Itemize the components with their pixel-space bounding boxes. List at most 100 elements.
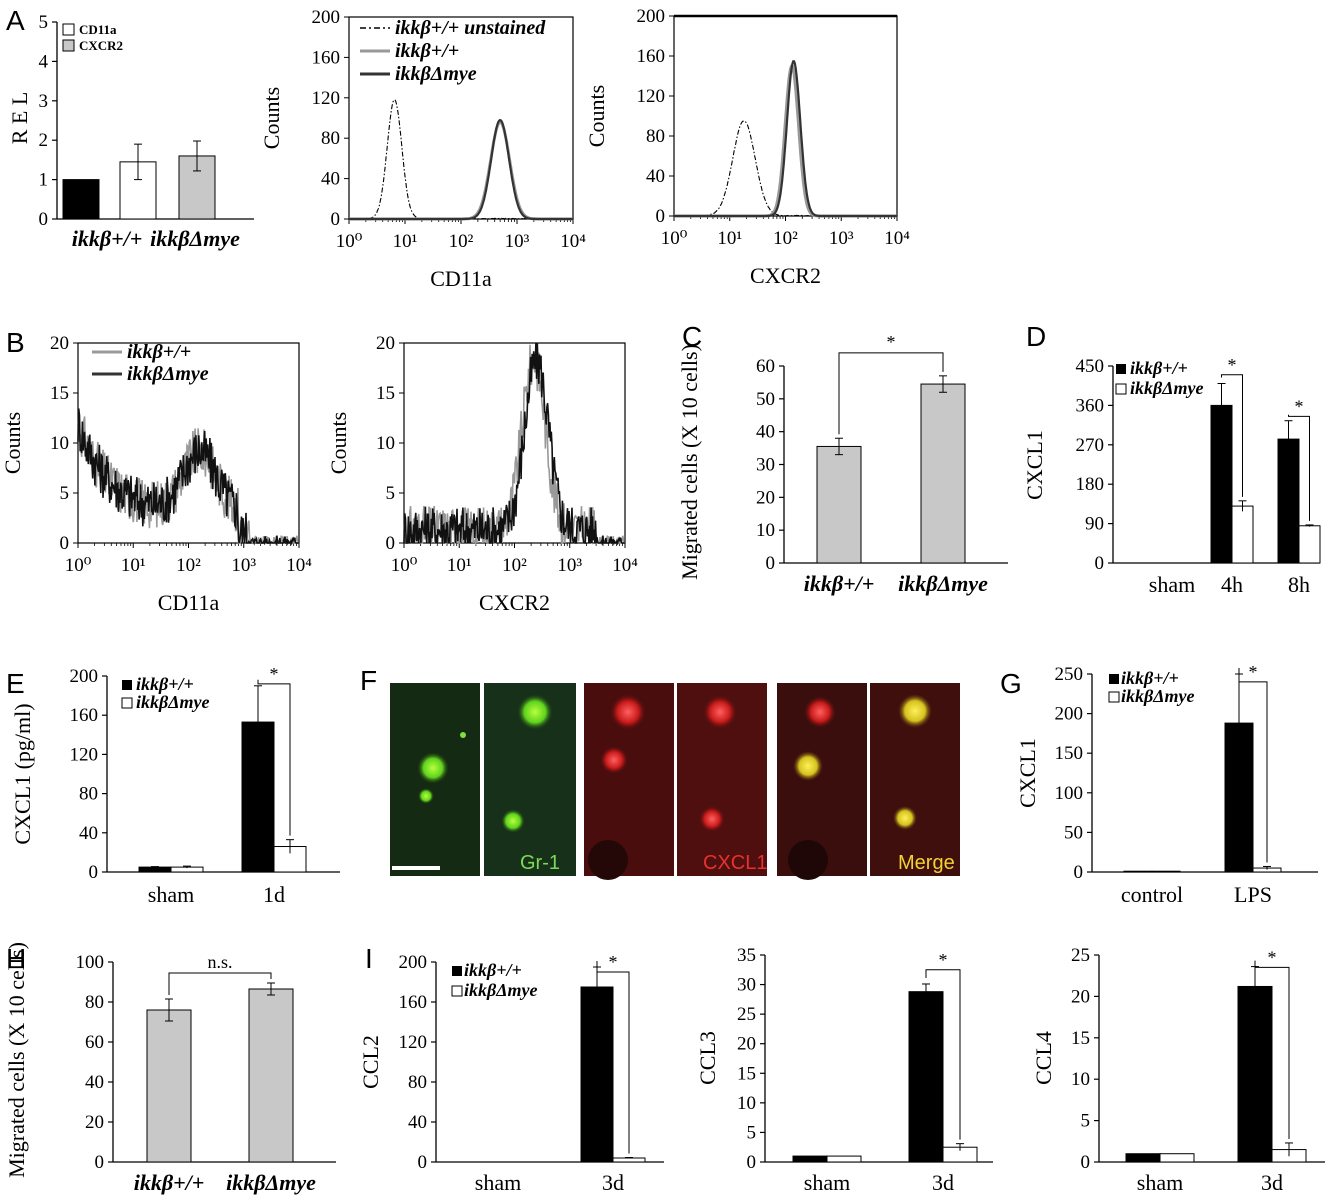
C-bar bbox=[816, 445, 862, 564]
D-bar bbox=[1231, 505, 1254, 564]
A_hist_cd11a-y-tick-label: 0 bbox=[331, 209, 341, 230]
A_hist_cxcr2-y-tick-label: 200 bbox=[637, 6, 666, 27]
I_ccl3-y-tick-label: 35 bbox=[737, 945, 756, 966]
I_ccl2-bar bbox=[612, 1157, 646, 1163]
legend-cd11a: CD11a bbox=[79, 22, 117, 37]
I_ccl2-y-tick-label: 160 bbox=[399, 992, 428, 1013]
D-significance-bracket bbox=[1288, 414, 1310, 521]
D-y-tick-label: 180 bbox=[1076, 474, 1105, 495]
A_hist_cxcr2-x-tick-label: 10⁰ bbox=[661, 228, 688, 249]
B_hist_cxcr2-series-ko bbox=[403, 342, 625, 546]
H-y-tick-label: 100 bbox=[76, 952, 105, 973]
D-category-label: sham bbox=[1149, 572, 1195, 597]
B_hist_cd11a-y-tick-label: 5 bbox=[60, 483, 70, 504]
A_hist_cd11a-series-ko bbox=[349, 118, 573, 221]
a-category-label: ikkβ+/+ bbox=[72, 226, 143, 251]
panel-g-legend: ikkβ+/+ ikkβΔmye bbox=[1108, 668, 1195, 706]
C-y-tick-label: 30 bbox=[756, 455, 775, 476]
A_hist_cxcr2-x-tick-label: 10¹ bbox=[717, 228, 742, 249]
A_hist_cxcr2-x-tick-label: 10² bbox=[773, 228, 798, 249]
A_hist_cxcr2-series-unstained bbox=[673, 120, 897, 217]
B_hist_cd11a-y-tick-label: 15 bbox=[50, 383, 69, 404]
B_hist_cxcr2-y-tick-label: 20 bbox=[376, 333, 395, 354]
I_ccl4-significance-bracket bbox=[1254, 960, 1290, 1139]
A_bar-y-label: R E L bbox=[7, 92, 32, 145]
D-significance-label: * bbox=[1295, 396, 1304, 416]
I_ccl2-y-tick-label: 40 bbox=[408, 1112, 427, 1133]
I_ccl2-category-label: sham bbox=[475, 1170, 521, 1195]
D-bar bbox=[1210, 404, 1233, 564]
B_hist_cd11a-y-tick-label: 10 bbox=[50, 433, 69, 454]
I_ccl3-y-tick-label: 5 bbox=[747, 1122, 757, 1143]
panel-e-legend: ikkβ+/+ ikkβΔmye bbox=[121, 674, 210, 712]
D-y-label: CXCL1 bbox=[1022, 430, 1047, 500]
label-merge: Merge bbox=[898, 852, 955, 874]
G-category-label: control bbox=[1121, 882, 1183, 907]
A_hist_cd11a-x-tick-label: 10⁴ bbox=[560, 231, 586, 252]
E-y-tick-label: 200 bbox=[70, 666, 99, 687]
B_hist_cxcr2-y-label: Counts bbox=[326, 412, 351, 474]
I_ccl3-bar bbox=[826, 1155, 862, 1163]
H-y-tick-label: 40 bbox=[85, 1072, 104, 1093]
I_ccl3-y-tick-label: 10 bbox=[737, 1093, 756, 1114]
legend-wt-e: ikkβ+/+ bbox=[136, 674, 194, 694]
D-category-label: 4h bbox=[1221, 572, 1243, 597]
H-y-tick-label: 0 bbox=[95, 1152, 105, 1173]
D-y-tick-label: 360 bbox=[1076, 395, 1105, 416]
A_hist_cd11a-y-tick-label: 160 bbox=[312, 47, 341, 68]
A_hist_cd11a-y-tick-label: 40 bbox=[321, 169, 340, 190]
A_bar-y-tick-label: 4 bbox=[39, 51, 49, 72]
I_ccl3-y-tick-label: 20 bbox=[737, 1034, 756, 1055]
G-bar bbox=[1123, 870, 1153, 873]
H-significance-bracket bbox=[168, 972, 272, 995]
B_hist_cd11a-y-tick-label: 20 bbox=[50, 333, 69, 354]
A_bar-y-tick-label: 5 bbox=[39, 12, 49, 33]
panel-letter-g: G bbox=[1000, 668, 1022, 699]
G-y-label: CXCL1 bbox=[1015, 738, 1040, 808]
C-y-tick-label: 10 bbox=[756, 520, 775, 541]
panel-b-legend: ikkβ+/+ ikkβΔmye bbox=[92, 341, 209, 385]
B_hist_cxcr2-y-tick-label: 10 bbox=[376, 433, 395, 454]
panel-letter-c: C bbox=[682, 321, 702, 352]
panel-letter-d: D bbox=[1026, 321, 1046, 352]
G-y-tick-label: 200 bbox=[1055, 704, 1084, 725]
B_hist_cd11a-x-tick-label: 10¹ bbox=[121, 555, 146, 576]
G-y-tick-label: 50 bbox=[1064, 822, 1083, 843]
panel-letter-a: A bbox=[6, 5, 25, 36]
A_hist_cxcr2-x-label: CXCR2 bbox=[750, 263, 821, 288]
A_bar-y-tick-label: 0 bbox=[39, 209, 49, 230]
B_hist_cd11a-x-tick-label: 10³ bbox=[231, 555, 256, 576]
legend-ko-e: ikkβΔmye bbox=[136, 692, 210, 712]
I_ccl4-bar bbox=[1159, 1153, 1195, 1163]
I_ccl4-bar bbox=[1125, 1153, 1161, 1163]
G-y-tick-label: 150 bbox=[1055, 743, 1084, 764]
legend-ko-a: ikkβΔmye bbox=[395, 63, 477, 85]
H-significance-label: n.s. bbox=[207, 952, 232, 972]
I_ccl3-significance-bracket bbox=[925, 969, 961, 1140]
A_hist_cxcr2-y-tick-label: 80 bbox=[646, 126, 665, 147]
A_hist_cxcr2-y-tick-label: 0 bbox=[656, 206, 666, 227]
D-significance-bracket bbox=[1221, 374, 1243, 497]
legend-ko-b: ikkβΔmye bbox=[127, 363, 209, 385]
a-category-label: ikkβΔmye bbox=[150, 226, 240, 251]
legend-wt-b: ikkβ+/+ bbox=[127, 341, 191, 363]
I_ccl2-bar bbox=[580, 986, 614, 1163]
A_hist_cd11a-y-tick-label: 80 bbox=[321, 128, 340, 149]
legend-ko-d: ikkβΔmye bbox=[1130, 378, 1204, 398]
E-y-tick-label: 40 bbox=[79, 823, 98, 844]
A_hist_cxcr2-y-label: Counts bbox=[584, 85, 609, 147]
C-y-tick-label: 60 bbox=[756, 356, 775, 377]
B_hist_cxcr2-x-tick-label: 10¹ bbox=[447, 555, 472, 576]
C-y-label: Migrated cells (X 10 cells) bbox=[677, 344, 702, 580]
I_ccl4-y-tick-label: 20 bbox=[1071, 986, 1090, 1007]
A_hist_cd11a-series-unstained bbox=[348, 98, 573, 220]
I_ccl2-y-label: CCL2 bbox=[358, 1035, 383, 1089]
H-y-tick-label: 20 bbox=[85, 1112, 104, 1133]
I_ccl3-category-label: 3d bbox=[932, 1170, 954, 1195]
I_ccl4-category-label: 3d bbox=[1261, 1170, 1283, 1195]
G-y-tick-label: 250 bbox=[1055, 664, 1084, 685]
B_hist_cxcr2-y-tick-label: 15 bbox=[376, 383, 395, 404]
I_ccl4-y-tick-label: 15 bbox=[1071, 1028, 1090, 1049]
A_hist_cd11a-x-tick-label: 10⁰ bbox=[336, 231, 363, 252]
